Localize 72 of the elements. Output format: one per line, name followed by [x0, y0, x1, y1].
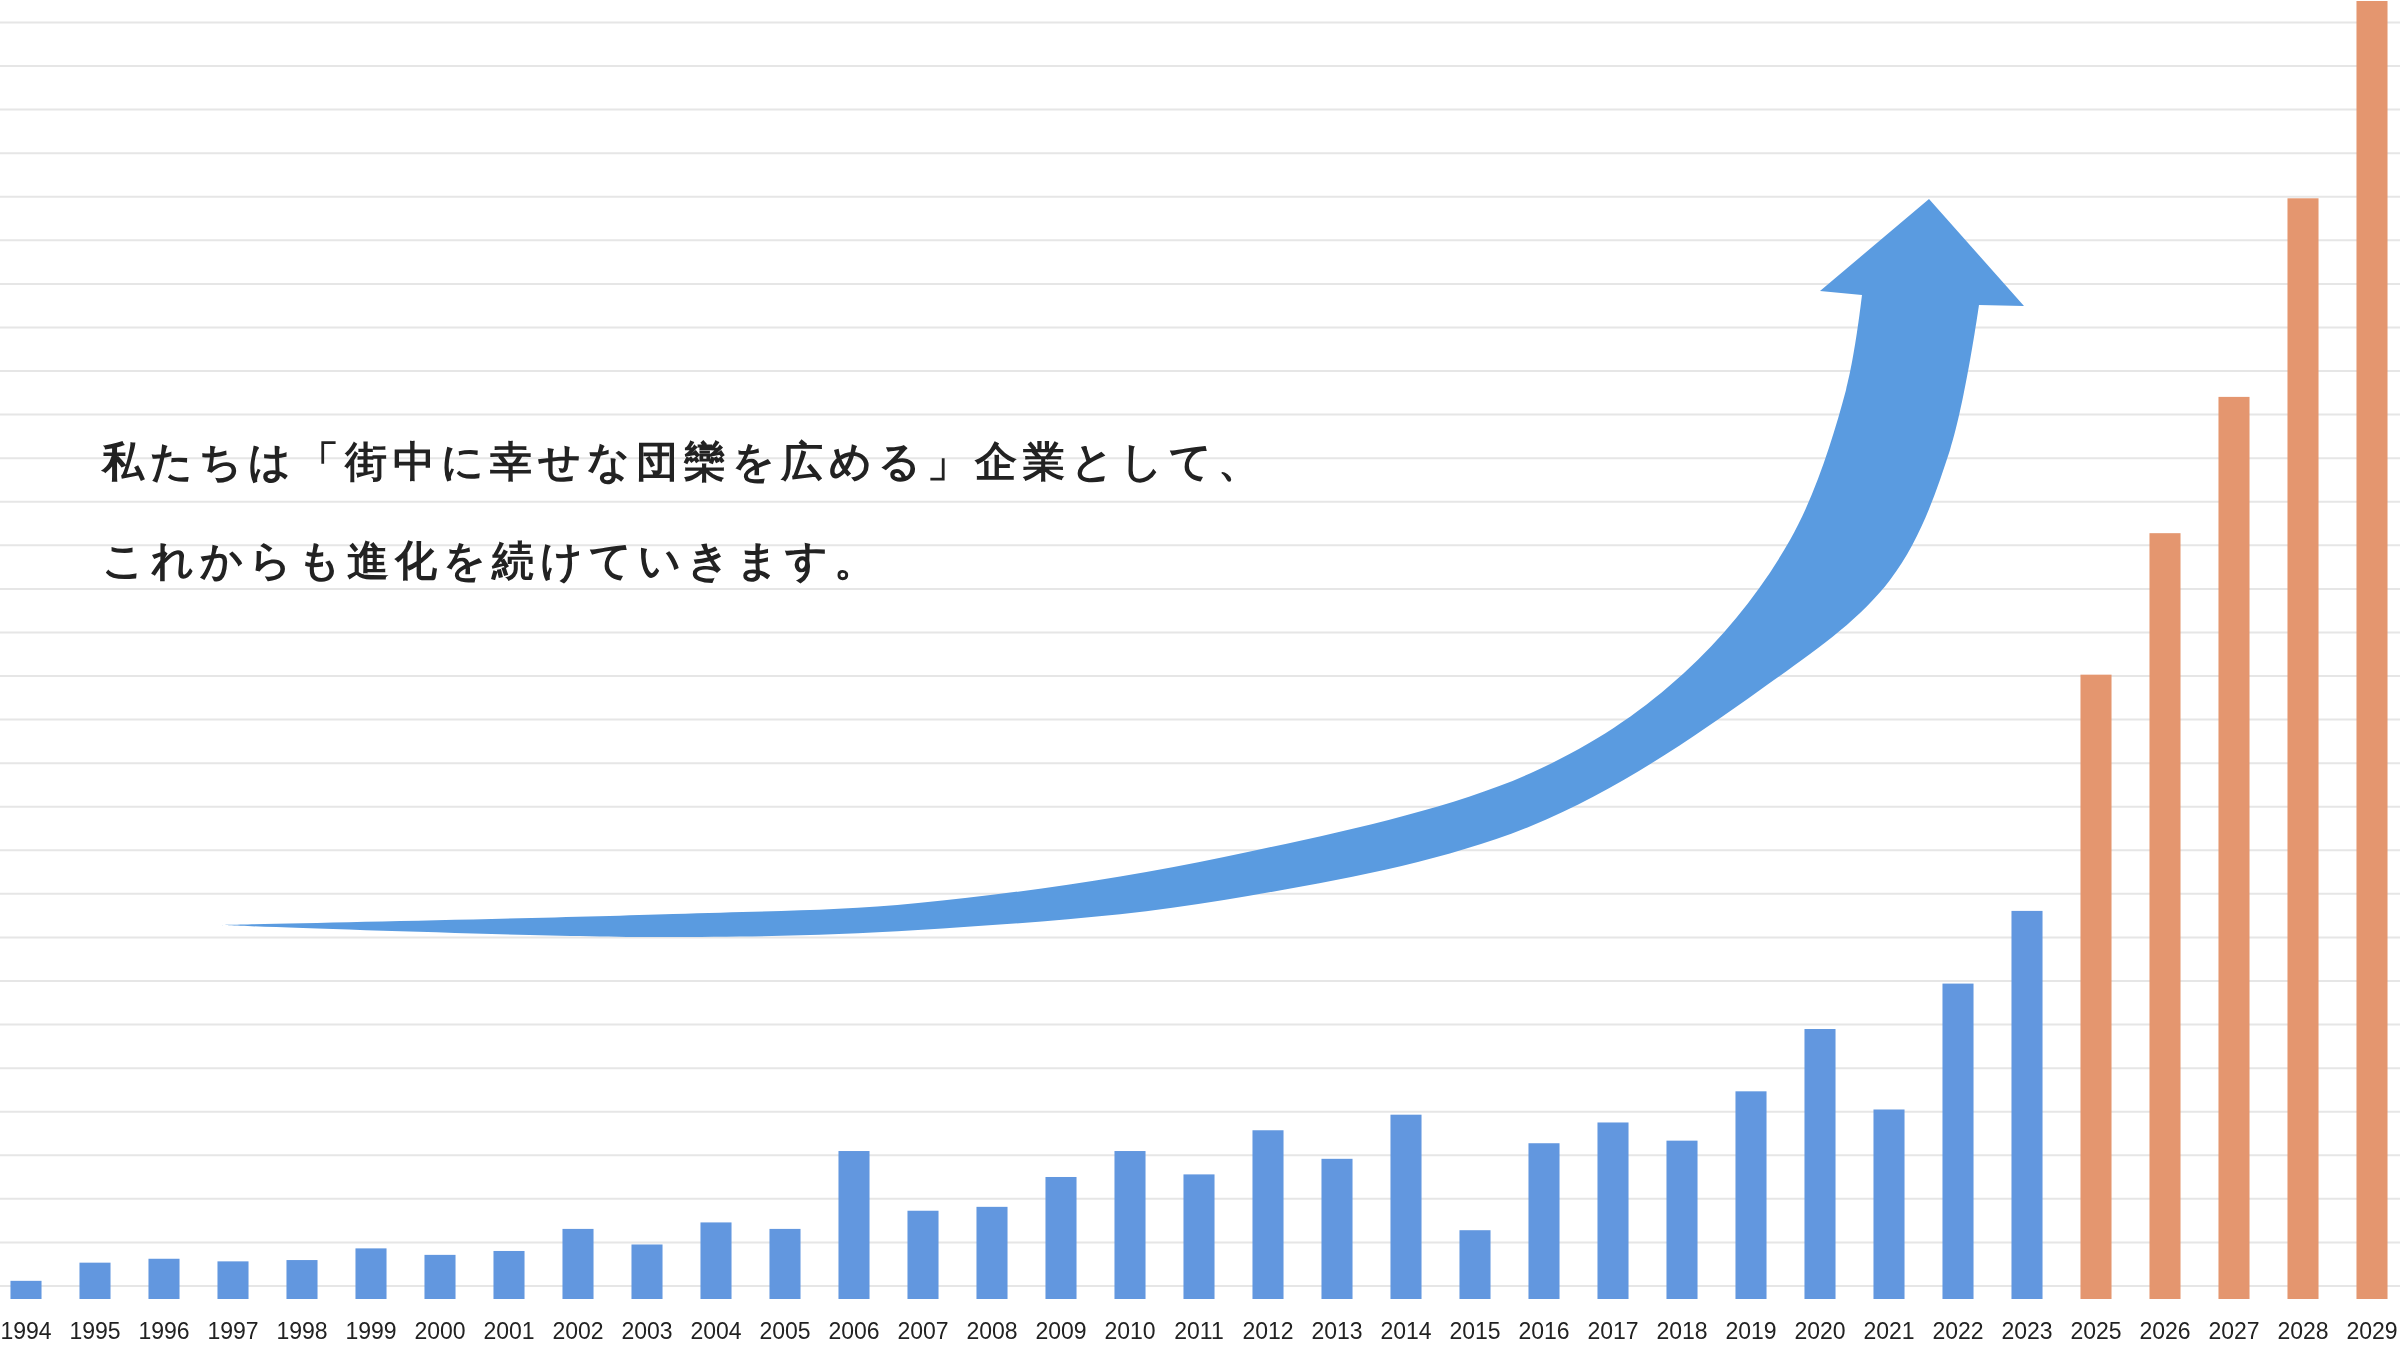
x-tick-label: 2001 [483, 1318, 535, 1345]
x-tick-label: 2010 [1104, 1318, 1156, 1345]
bar [424, 1254, 456, 1299]
x-tick-label: 1998 [276, 1318, 328, 1345]
bar [2356, 1, 2388, 1299]
x-tick-label: 2000 [414, 1318, 466, 1345]
bar [631, 1244, 663, 1299]
bar [907, 1210, 939, 1299]
x-tick-label: 2022 [1932, 1318, 1984, 1345]
x-tick-label: 2009 [1035, 1318, 1087, 1345]
x-tick-label: 2003 [621, 1318, 673, 1345]
annotation: 私たちは「街中に幸せな団欒を広める」企業として、 [100, 437, 1266, 486]
bar [1528, 1143, 1560, 1299]
bar [2080, 674, 2112, 1299]
x-tick-label: 2029 [2346, 1318, 2398, 1345]
x-tick-label: 2016 [1518, 1318, 1570, 1345]
bar [1942, 983, 1974, 1299]
bar [1597, 1122, 1629, 1299]
x-tick-label: 1997 [207, 1318, 259, 1345]
x-tick-label: 2028 [2277, 1318, 2329, 1345]
bar [1183, 1174, 1215, 1299]
bar [286, 1260, 318, 1299]
bar [976, 1206, 1008, 1299]
x-tick-label: 2015 [1449, 1318, 1501, 1345]
x-tick-label: 2006 [828, 1318, 880, 1345]
x-tick-label: 2020 [1794, 1318, 1846, 1345]
bar [562, 1228, 594, 1299]
x-tick-label: 2004 [690, 1318, 742, 1345]
x-tick-label: 2027 [2208, 1318, 2260, 1345]
x-tick-label: 2002 [552, 1318, 604, 1345]
x-tick-label: 2026 [2139, 1318, 2191, 1345]
x-tick-label: 1996 [138, 1318, 190, 1345]
bar [1045, 1176, 1077, 1299]
x-tick-label: 2011 [1174, 1318, 1224, 1345]
bar [700, 1222, 732, 1299]
bar [838, 1151, 870, 1299]
x-tick-label: 2017 [1587, 1318, 1639, 1345]
bar [1873, 1109, 1905, 1299]
bar [10, 1280, 42, 1299]
bar [1666, 1140, 1698, 1299]
x-tick-label: 1999 [345, 1318, 397, 1345]
x-tick-label: 2018 [1656, 1318, 1708, 1345]
bar [2149, 533, 2181, 1299]
x-tick-label: 2019 [1725, 1318, 1777, 1345]
bar [1114, 1151, 1146, 1299]
x-tick-label: 2007 [897, 1318, 949, 1345]
bar [2287, 198, 2319, 1299]
bar [217, 1261, 249, 1299]
x-tick-label: 1995 [69, 1318, 121, 1345]
annotation: これからも進化を続けていきます。 [102, 536, 882, 585]
x-tick-label: 2023 [2001, 1318, 2053, 1345]
bar [355, 1248, 387, 1299]
bar [493, 1250, 525, 1299]
bar [1459, 1230, 1491, 1299]
bar [148, 1258, 180, 1299]
x-tick-label: 2005 [759, 1318, 811, 1345]
bar [1252, 1130, 1284, 1299]
x-tick-label: 2025 [2070, 1318, 2122, 1345]
bar [1321, 1158, 1353, 1299]
x-tick-label: 1994 [0, 1318, 52, 1345]
bar [2011, 910, 2043, 1299]
x-tick-label: 2021 [1863, 1318, 1915, 1345]
bar [1804, 1029, 1836, 1299]
bar [769, 1228, 801, 1299]
bar [79, 1262, 111, 1299]
x-tick-label: 2008 [966, 1318, 1018, 1345]
bar [2218, 396, 2250, 1299]
x-tick-label: 2014 [1380, 1318, 1432, 1345]
x-tick-label: 2013 [1311, 1318, 1363, 1345]
x-tick-label: 2012 [1242, 1318, 1294, 1345]
bar [1390, 1114, 1422, 1299]
bar [1735, 1091, 1767, 1299]
